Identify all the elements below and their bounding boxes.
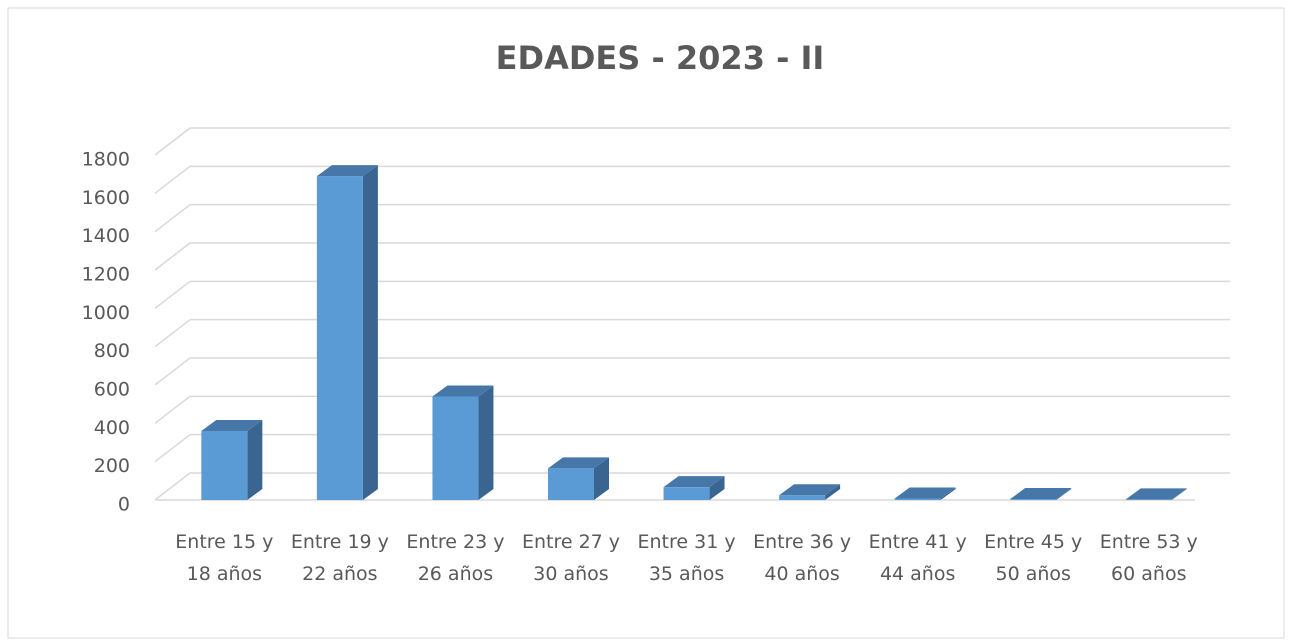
grid-line-side <box>154 280 191 309</box>
bar-top <box>663 476 725 488</box>
x-tick-label: Entre 23 y 26 años <box>406 531 505 585</box>
grid-line-side <box>154 472 191 501</box>
chart-title: EDADES - 2023 - II <box>496 39 825 77</box>
bar-side <box>478 385 494 500</box>
y-tick-label: 200 <box>94 455 130 477</box>
y-tick-label: 1600 <box>82 187 130 209</box>
y-tick-label: 600 <box>94 379 130 401</box>
x-tick-label: Entre 27 y 30 años <box>521 531 621 585</box>
x-tick-label: Entre 36 y 40 años <box>753 531 852 585</box>
bar <box>1010 499 1057 500</box>
grid-line-side <box>154 319 191 348</box>
grid-line-side <box>154 127 191 156</box>
y-tick-label: 800 <box>94 340 130 362</box>
bar-top <box>1125 488 1187 500</box>
bar-top <box>548 457 609 469</box>
bar-side <box>1171 488 1187 500</box>
y-tick-label: 1000 <box>82 302 130 324</box>
bar <box>432 396 479 500</box>
bar-side <box>1056 488 1072 500</box>
bar-top <box>316 165 378 177</box>
bar <box>316 176 363 501</box>
bar-side <box>940 487 956 500</box>
y-tick-label: 400 <box>94 417 130 439</box>
bar-top <box>432 385 494 397</box>
x-tick-label: Entre 19 y 22 años <box>290 531 389 585</box>
x-tick-label: Entre 45 y 50 años <box>984 531 1083 585</box>
bar-top <box>1010 488 1072 500</box>
bar-top <box>894 487 956 499</box>
bar-side <box>825 484 841 500</box>
bar-side <box>362 165 378 501</box>
grid-line-side <box>154 357 191 386</box>
grid-line-side <box>154 204 191 233</box>
y-tick-label: 0 <box>118 494 130 516</box>
bar-side <box>594 457 609 500</box>
bar-top <box>779 484 841 496</box>
grid-line-side <box>154 434 191 463</box>
bar <box>1125 499 1172 500</box>
bar-side <box>709 476 725 500</box>
x-tick-label: Entre 15 y 18 años <box>175 531 274 585</box>
y-tick-label: 1200 <box>82 264 130 286</box>
y-tick-label: 1800 <box>82 149 130 171</box>
x-tick-label: Entre 53 y 60 años <box>1099 531 1198 585</box>
bar-top <box>201 420 263 431</box>
bar <box>663 487 710 500</box>
bar-side <box>247 420 263 500</box>
grid-line-side <box>154 165 191 194</box>
bar <box>548 468 594 500</box>
grid-line-side <box>154 242 191 271</box>
x-tick-label: Entre 41 y 44 años <box>868 531 967 585</box>
grid-line-side <box>154 395 191 424</box>
bar <box>894 498 941 500</box>
y-tick-label: 1400 <box>82 225 130 247</box>
bar <box>201 431 248 500</box>
x-tick-label: Entre 31 y 35 años <box>637 531 736 585</box>
chart-border <box>7 7 1285 639</box>
bar <box>779 495 826 500</box>
